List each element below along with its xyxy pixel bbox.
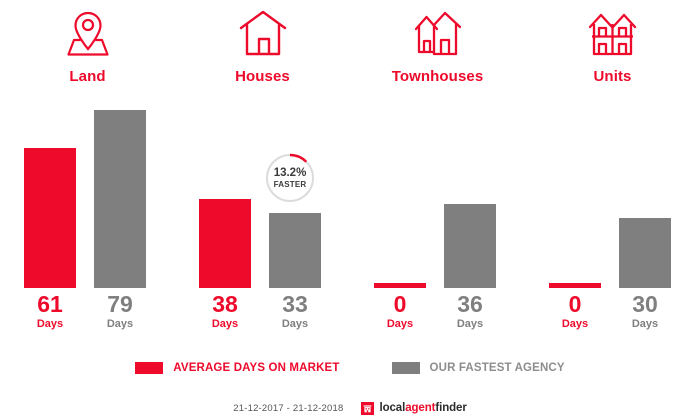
value-number: 0 [568,291,582,317]
value-number: 36 [457,291,483,317]
value-number: 33 [282,291,308,317]
category-houses: Houses [175,8,350,94]
bar-group-townhouses [350,100,525,288]
value-group-houses: 38 Days 33 Days [175,292,350,338]
logo-part-local: local [379,401,406,414]
category-label: Land [69,68,106,85]
value-unit: Days [36,318,64,330]
legend-label: OUR FASTEST AGENCY [429,362,565,374]
bar-fastest-agency-units [619,218,671,288]
value-number: 61 [37,291,63,317]
value-group-townhouses: 0 Days 36 Days [350,292,525,338]
logo-wordmark: localagentfinder [379,402,466,415]
chart-legend: AVERAGE DAYS ON MARKET OUR FASTEST AGENC… [0,358,700,378]
value-number: 0 [393,291,407,317]
value-average-days-houses: 38 Days [199,292,251,331]
value-number: 79 [107,291,133,317]
value-unit: Days [386,318,414,330]
bar-average-days-units [549,283,601,288]
bar-group-land [0,100,175,288]
units-icon [587,8,639,60]
category-label: Houses [235,68,290,85]
localagentfinder-logo: localagentfinder [361,401,467,415]
legend-swatch-gray [391,362,420,374]
value-fastest-agency-land: 79 Days [94,292,146,331]
bar-fastest-agency-houses [269,213,321,288]
value-number: 38 [212,291,238,317]
faster-badge-houses: 13.2% FASTER [265,153,315,203]
value-fastest-agency-townhouses: 36 Days [444,292,496,331]
legend-item-average-days-on-market: AVERAGE DAYS ON MARKET [135,362,339,374]
value-fastest-agency-houses: 33 Days [269,292,321,331]
date-range-label: 21-12-2017 - 21-12-2018 [233,402,344,414]
bar-average-days-townhouses [374,283,426,288]
legend-swatch-red [135,362,164,374]
value-average-days-townhouses: 0 Days [374,292,426,331]
bar-value-labels: 61 Days 79 Days 38 Days 33 Days 0 Days [0,292,700,338]
townhouses-icon [412,8,464,60]
value-fastest-agency-units: 30 Days [619,292,671,331]
value-unit: Days [631,318,659,330]
legend-item-our-fastest-agency: OUR FASTEST AGENCY [391,362,565,374]
legend-label: AVERAGE DAYS ON MARKET [173,362,340,374]
category-units: Units [525,8,700,94]
category-label: Units [593,68,632,85]
value-unit: Days [281,318,309,330]
value-group-land: 61 Days 79 Days [0,292,175,338]
house-icon [238,8,288,60]
value-unit: Days [561,318,589,330]
logo-part-agent: agent [405,401,436,414]
map-pin-icon [65,8,111,60]
value-unit: Days [211,318,239,330]
category-header-row: Land Houses [0,8,700,94]
category-townhouses: Townhouses [350,8,525,94]
bar-group-houses [175,100,350,288]
value-number: 30 [632,291,658,317]
bar-average-days-land [24,148,76,288]
category-land: Land [0,8,175,94]
value-average-days-land: 61 Days [24,292,76,331]
value-group-units: 0 Days 30 Days [525,292,700,338]
building-icon [361,401,375,415]
chart-footer: 21-12-2017 - 21-12-2018 localagentfinder [0,398,700,418]
value-unit: Days [106,318,134,330]
logo-part-finder: finder [435,401,467,414]
bar-fastest-agency-townhouses [444,204,496,288]
value-unit: Days [456,318,484,330]
bar-fastest-agency-land [94,110,146,288]
bars-plot-area [0,100,700,288]
category-label: Townhouses [391,68,484,85]
bar-average-days-houses [199,199,251,288]
bar-group-units [525,100,700,288]
value-average-days-units: 0 Days [549,292,601,331]
